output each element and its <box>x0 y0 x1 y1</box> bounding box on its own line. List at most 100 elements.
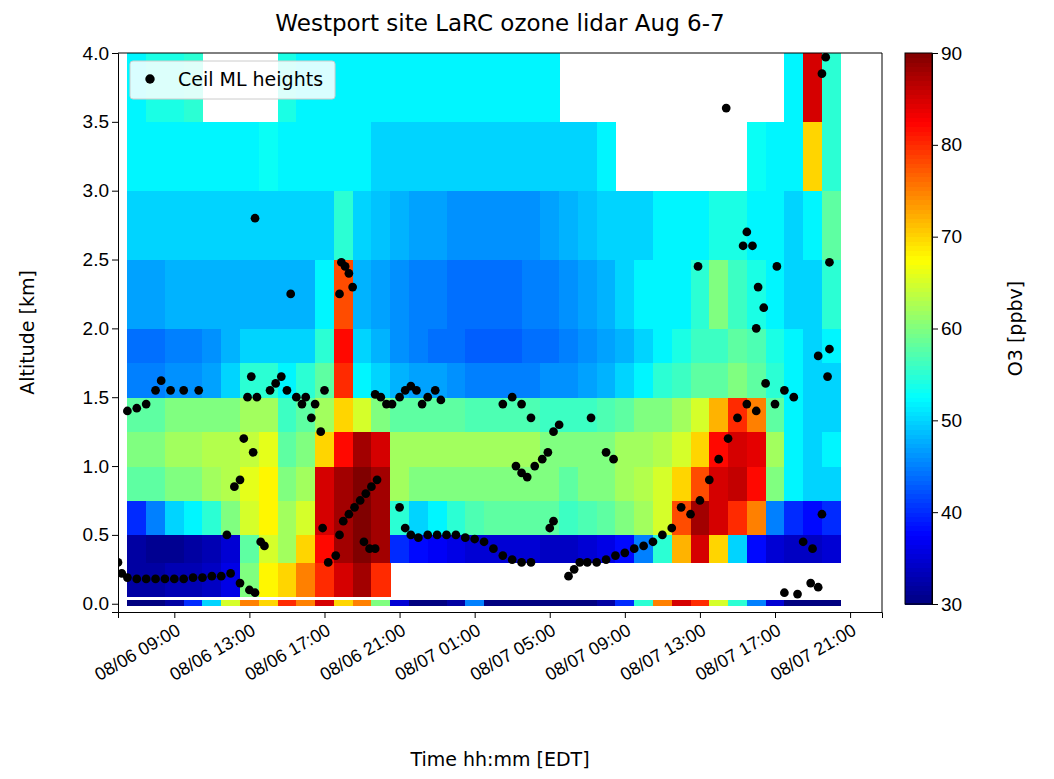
scatter-point <box>649 537 658 546</box>
y-tick-mark <box>112 53 118 54</box>
scatter-point <box>825 345 834 354</box>
heatmap-cell <box>353 53 372 122</box>
colorbar-swatch <box>905 329 932 334</box>
heatmap-cell <box>296 328 315 363</box>
heatmap-cell <box>803 122 822 191</box>
colorbar-swatch <box>905 255 932 260</box>
scatter-point <box>194 386 203 395</box>
heatmap-cell <box>334 466 353 501</box>
x-tick-mark <box>174 612 175 618</box>
heatmap-cell <box>615 432 634 467</box>
scatter-point <box>230 482 239 491</box>
scatter-point <box>806 579 815 588</box>
scatter-point <box>461 533 470 542</box>
scatter-point <box>142 575 151 584</box>
colorbar-swatch <box>905 81 932 86</box>
heatmap-cell <box>165 432 184 467</box>
heatmap-cell <box>634 500 653 535</box>
heatmap-cell <box>165 191 184 260</box>
heatmap-cell <box>747 191 766 260</box>
surface-cell <box>296 600 315 607</box>
y-tick-mark <box>112 397 118 398</box>
colorbar-swatch <box>905 296 932 301</box>
scatter-point <box>714 455 723 464</box>
colorbar-swatch <box>905 342 932 347</box>
scatter-point <box>742 400 751 409</box>
heatmap-cell <box>240 260 259 329</box>
colorbar-tick: 50 <box>932 410 962 431</box>
colorbar-swatch <box>905 319 932 324</box>
scatter-point <box>318 524 327 533</box>
heatmap-cell <box>409 432 428 467</box>
heatmap-cell <box>371 191 390 260</box>
scatter-point <box>301 393 310 402</box>
heatmap-cell <box>503 500 522 535</box>
y-tick-mark <box>112 604 118 605</box>
colorbar-swatch <box>905 581 932 586</box>
colorbar-tick-mark <box>932 53 938 54</box>
heatmap-cell <box>353 432 372 467</box>
heatmap-cell <box>503 53 522 122</box>
chart: 08/06 09:0008/06 13:0008/06 17:0008/06 2… <box>0 0 1054 779</box>
heatmap-cell <box>540 53 559 122</box>
heatmap-cell <box>278 260 297 329</box>
colorbar-swatch <box>905 494 932 499</box>
heatmap-cell <box>221 500 240 535</box>
heatmap-cell <box>784 397 803 432</box>
heatmap-cell <box>184 500 203 535</box>
colorbar-swatch <box>905 214 932 219</box>
scatter-point <box>773 262 782 271</box>
colorbar-swatch <box>905 108 932 113</box>
surface-cell <box>691 600 710 607</box>
scatter-point <box>142 400 151 409</box>
heatmap-cell <box>409 466 428 501</box>
heatmap-cell <box>202 500 221 535</box>
scatter-point <box>236 475 245 484</box>
colorbar-tick: 40 <box>932 502 962 523</box>
scatter-point <box>508 555 517 564</box>
heatmap-cell <box>278 466 297 501</box>
heatmap-cell <box>334 328 353 363</box>
heatmap-cell <box>334 260 353 329</box>
scatter-point <box>123 573 132 582</box>
heatmap-cell <box>127 535 146 563</box>
legend-label: Ceil ML heights <box>178 68 323 90</box>
heatmap-cells <box>127 53 841 597</box>
heatmap-cell <box>278 122 297 191</box>
surface-cell <box>578 600 597 607</box>
colorbar-swatch <box>905 324 932 329</box>
heatmap-cell <box>315 191 334 260</box>
colorbar-swatch <box>905 126 932 131</box>
heatmap-cell <box>597 363 616 398</box>
heatmap-cell <box>803 363 822 398</box>
colorbar-tick-mark <box>932 512 938 513</box>
heatmap-cell <box>315 562 334 597</box>
scatter-point <box>217 572 226 581</box>
heatmap-cell <box>709 535 728 563</box>
heatmap-cell <box>747 432 766 467</box>
heatmap-cell <box>465 363 484 398</box>
heatmap-cell <box>691 363 710 398</box>
heatmap-cell <box>146 328 165 363</box>
colorbar-swatch <box>905 149 932 154</box>
heatmap-cell <box>409 260 428 329</box>
y-axis: 0.00.51.01.52.02.53.03.54.0 <box>83 43 119 615</box>
colorbar-swatch <box>905 117 932 122</box>
colorbar-tick-mark <box>932 237 938 238</box>
heatmap-cell <box>559 432 578 467</box>
surface-cell <box>653 600 672 607</box>
heatmap-cell <box>315 535 334 563</box>
colorbar-swatch <box>905 544 932 549</box>
x-tick-mark <box>249 612 250 618</box>
heatmap-cell <box>484 500 503 535</box>
heatmap-cell <box>184 328 203 363</box>
colorbar-tick: 80 <box>932 134 962 155</box>
surface-cell <box>522 600 541 607</box>
scatter-point <box>780 588 789 597</box>
heatmap-cell <box>653 432 672 467</box>
heatmap-cell <box>728 191 747 260</box>
heatmap-cell <box>447 397 466 432</box>
colorbar-swatch <box>905 227 932 232</box>
heatmap-cell <box>221 191 240 260</box>
y-tick-mark <box>112 122 118 123</box>
